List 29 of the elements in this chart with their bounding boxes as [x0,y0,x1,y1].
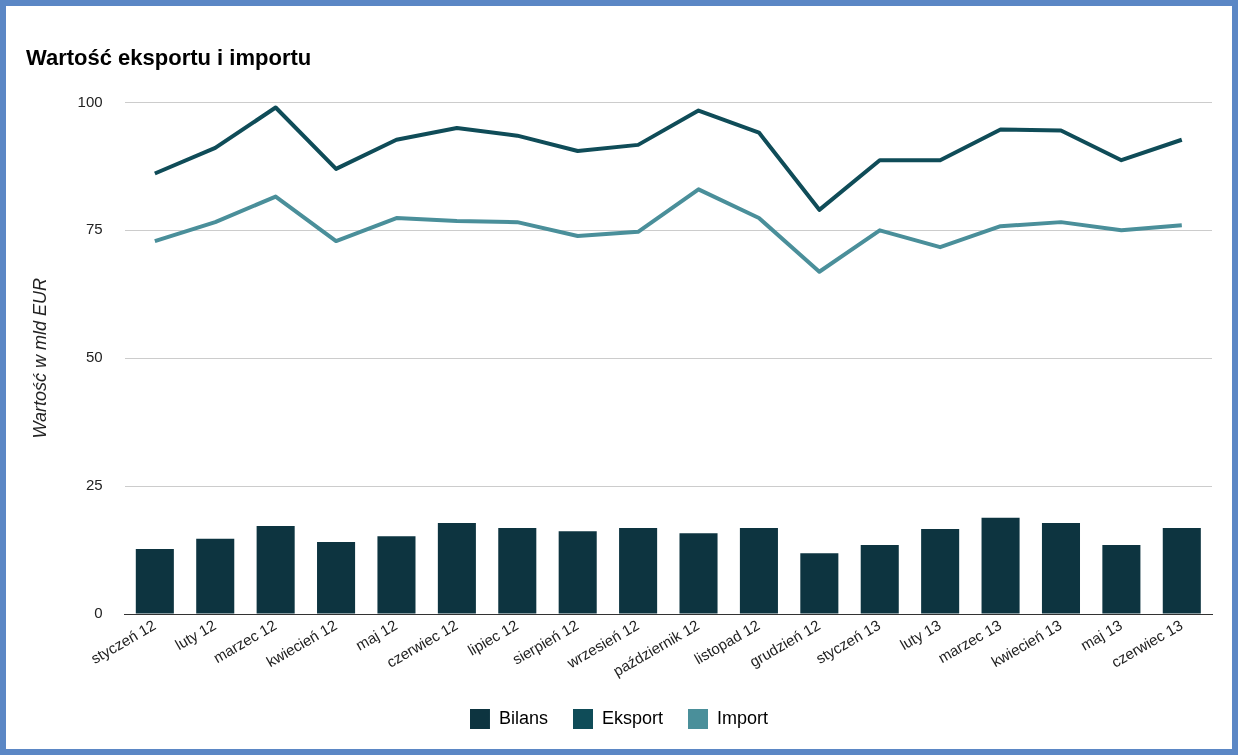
legend-label: Eksport [602,707,664,728]
bar [256,526,295,614]
bar [196,538,235,614]
bar [739,528,778,614]
bar [437,522,476,614]
y-axis-title: Wartość w mld EUR [29,277,50,439]
y-tick-label: 50 [85,348,103,366]
bar [1041,522,1081,614]
bar [135,549,174,614]
bar [498,528,537,614]
bar [679,533,718,614]
bar [921,529,960,614]
bar [800,553,839,614]
y-tick-label: 25 [85,476,103,494]
bar [1162,528,1201,614]
bar [619,528,658,614]
legend-label: Import [717,707,769,728]
bar [377,536,416,614]
y-tick-label: 75 [85,220,103,238]
bar [1102,544,1141,614]
y-tick-label: 100 [77,92,103,110]
x-tick-label: luty 13 [896,616,944,654]
chart-title: Wartość eksportu i importu [26,45,312,71]
bar [317,541,356,614]
legend-label: Bilans [498,707,548,728]
bar [860,544,899,614]
bar [558,531,597,614]
y-tick-label: 0 [94,604,103,622]
bar [981,517,1020,614]
